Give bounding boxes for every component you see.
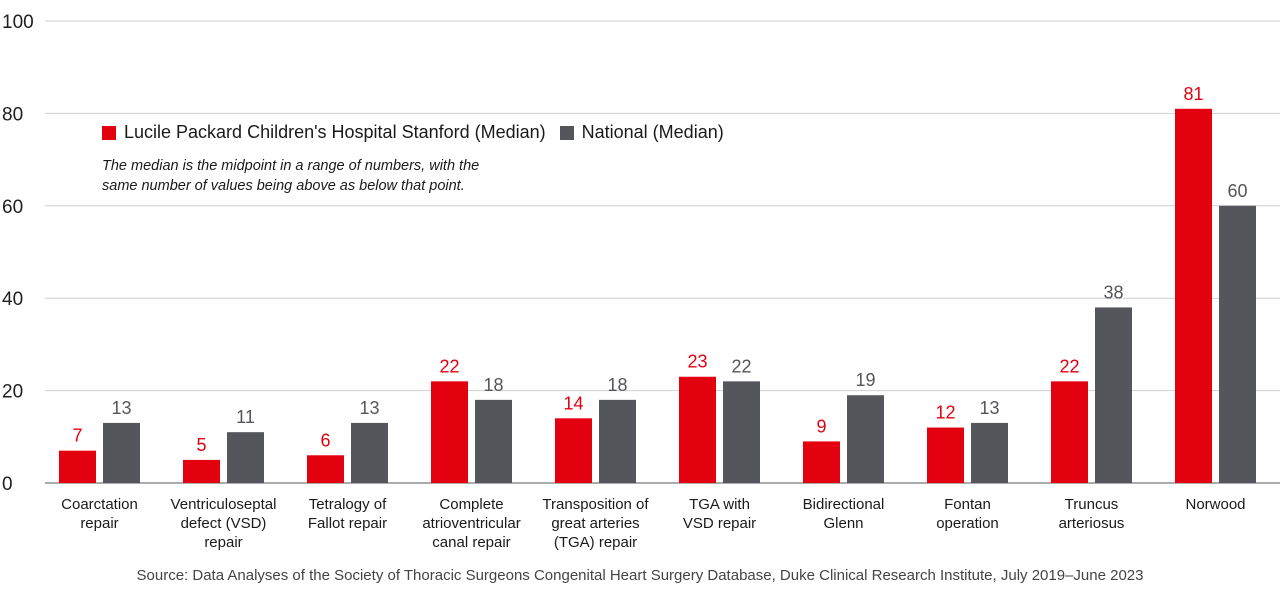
x-tick-label-line: repair — [204, 534, 242, 551]
median-note: The median is the midpoint in a range of… — [102, 156, 572, 196]
legend-label-national: National (Median) — [581, 122, 724, 142]
x-tick-label-line: (TGA) repair — [554, 534, 637, 551]
bar — [1095, 307, 1132, 483]
bar — [59, 450, 96, 483]
bar — [351, 422, 388, 483]
legend-swatch-national — [559, 125, 574, 140]
data-label: 22 — [731, 356, 751, 376]
x-tick-label-line: VSD repair — [683, 515, 756, 532]
data-label: 18 — [607, 375, 627, 395]
bar — [103, 422, 140, 483]
x-tick-label: Transposition of great arteries (TGA) repa… — [542, 496, 649, 551]
bar — [555, 418, 592, 483]
y-tick-label: 80 — [2, 104, 23, 125]
median-note-line: same number of values being above as bel… — [102, 178, 465, 194]
legend-item-stanford: Lucile Packard Children's Hospital Stanf… — [102, 122, 546, 143]
x-tick-label-line: Bidirectional — [803, 496, 885, 513]
legend-swatch-stanford — [102, 125, 116, 140]
bar — [971, 422, 1008, 483]
data-label: 7 — [72, 426, 82, 446]
bar — [723, 381, 760, 483]
data-label: 14 — [563, 393, 583, 413]
x-tick-label: Tetralogy of Fallot repair — [308, 496, 387, 532]
data-label: 22 — [439, 356, 459, 376]
bar — [679, 376, 716, 483]
bar — [1051, 381, 1088, 483]
x-tick-label-line: Glenn — [823, 515, 863, 532]
bar — [183, 459, 220, 483]
x-tick-label-line: atrioventricular — [422, 515, 520, 532]
data-label: 13 — [111, 398, 131, 418]
x-tick-label-line: Fontan — [944, 496, 991, 513]
bar — [927, 427, 964, 483]
bar — [475, 399, 512, 483]
x-tick-label: TGA with VSD repair — [683, 496, 756, 532]
data-label: 5 — [196, 435, 206, 455]
bar — [431, 381, 468, 483]
data-label: 13 — [359, 398, 379, 418]
x-tick-label-line: Tetralogy of — [309, 496, 387, 513]
source-note: Source: Data Analyses of the Society of … — [136, 567, 1144, 584]
data-label: 6 — [320, 430, 330, 450]
data-label: 18 — [483, 375, 503, 395]
y-tick-label: 0 — [2, 474, 13, 495]
x-axis: Coarctation repair Ventriculoseptal defect … — [61, 496, 1245, 551]
y-tick-label: 100 — [2, 12, 34, 33]
x-tick-label: Truncus arteriosus — [1059, 496, 1125, 532]
data-label: 60 — [1227, 181, 1247, 201]
legend-label-stanford: Lucile Packard Children's Hospital Stanf… — [124, 122, 546, 142]
data-label: 81 — [1183, 84, 1203, 104]
x-tick-label-line: great arteries — [551, 515, 639, 532]
bar — [803, 441, 840, 483]
data-labels: 7 13 5 11 6 13 22 18 14 18 23 22 9 19 12 13 22 38 81 60 — [72, 84, 1247, 455]
x-tick-label-line: Coarctation — [61, 496, 138, 513]
x-tick-label-line: defect (VSD) — [181, 515, 267, 532]
median-note-line: The median is the midpoint in a range of… — [102, 158, 480, 174]
x-tick-label: Ventriculoseptal defect (VSD) repair — [171, 496, 277, 551]
x-tick-label-line: arteriosus — [1059, 515, 1125, 532]
x-tick-label-line: Norwood — [1185, 496, 1245, 513]
x-tick-label-line: Truncus — [1065, 496, 1119, 513]
bar — [1219, 205, 1256, 484]
x-tick-label: Norwood — [1185, 496, 1245, 513]
x-tick-label-line: TGA with — [689, 496, 750, 513]
x-tick-label-line: canal repair — [432, 534, 510, 551]
x-tick-label-line: Complete — [439, 496, 503, 513]
data-label: 22 — [1059, 356, 1079, 376]
x-tick-label-line: Ventriculoseptal — [171, 496, 277, 513]
y-tick-label: 40 — [2, 289, 23, 310]
x-tick-label-line: Transposition of — [542, 496, 649, 513]
y-tick-label: 20 — [2, 382, 23, 403]
data-label: 12 — [935, 403, 955, 423]
bar — [1175, 108, 1212, 483]
x-tick-label-line: repair — [80, 515, 118, 532]
x-tick-label: Complete atrioventricular canal repair — [422, 496, 520, 551]
gridlines — [45, 20, 1280, 484]
x-tick-label: Coarctation repair — [61, 496, 138, 532]
x-tick-label-line: Fallot repair — [308, 515, 387, 532]
bar — [847, 395, 884, 483]
bar — [307, 455, 344, 483]
y-axis: 0 20 40 60 80 100 — [2, 12, 34, 495]
x-tick-label: Bidirectional Glenn — [803, 496, 885, 532]
data-label: 11 — [236, 407, 255, 427]
data-label: 13 — [979, 398, 999, 418]
data-label: 23 — [687, 352, 707, 372]
bar — [227, 432, 264, 483]
y-tick-label: 60 — [2, 197, 23, 218]
legend-item-national: National (Median) — [559, 122, 724, 143]
data-label: 19 — [855, 370, 875, 390]
data-label: 38 — [1103, 282, 1123, 302]
x-tick-label-line: operation — [936, 515, 999, 532]
x-tick-label: Fontan operation — [936, 496, 999, 532]
data-label: 9 — [816, 416, 826, 436]
legend: Lucile Packard Children's Hospital Stanf… — [102, 122, 738, 143]
bar — [599, 399, 636, 483]
bars — [59, 108, 1256, 484]
